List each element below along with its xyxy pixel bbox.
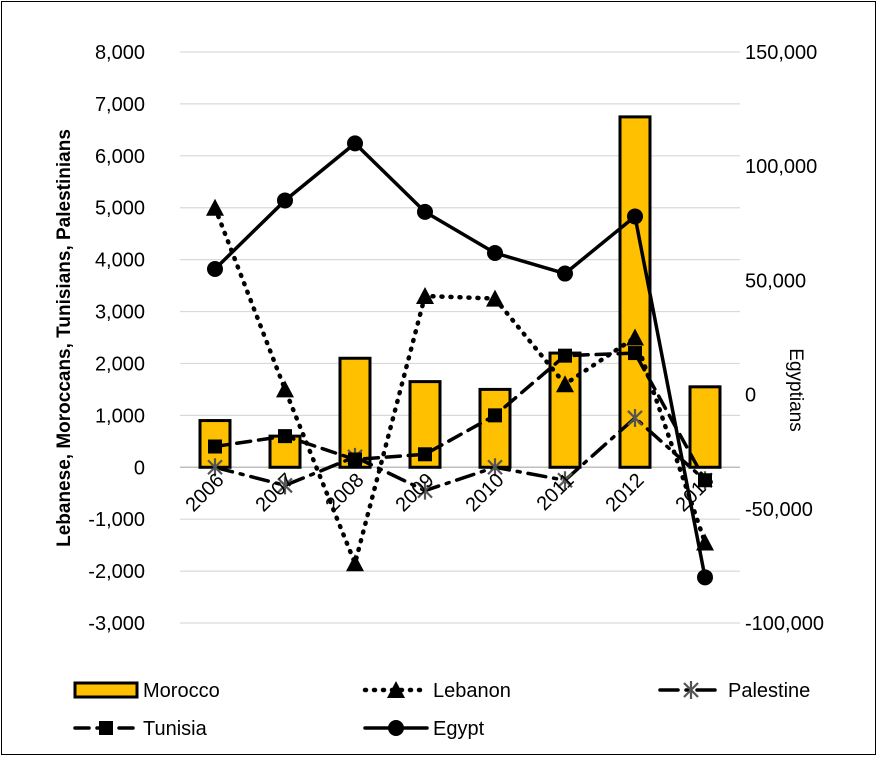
point-egypt bbox=[277, 192, 293, 209]
left-tick-label: -2,000 bbox=[88, 561, 145, 583]
point-palestine bbox=[487, 458, 503, 477]
point-tunisia bbox=[208, 439, 222, 454]
point-lebanon bbox=[276, 380, 294, 398]
point-palestine bbox=[277, 476, 293, 495]
left-tick-label: -3,000 bbox=[88, 613, 145, 635]
point-egypt bbox=[557, 265, 573, 282]
left-tick-label: 3,000 bbox=[95, 302, 145, 324]
legend-label-egypt: Egypt bbox=[433, 718, 485, 740]
point-tunisia bbox=[348, 452, 362, 467]
point-tunisia bbox=[278, 429, 292, 444]
bar-morocco bbox=[478, 387, 512, 469]
left-tick-label: 2,000 bbox=[95, 353, 145, 375]
left-tick-label: 1,000 bbox=[95, 405, 145, 427]
legend-marker-egypt bbox=[388, 720, 404, 736]
legend-label-tunisia: Tunisia bbox=[143, 718, 208, 740]
point-egypt bbox=[207, 260, 223, 277]
category-label: 2006 bbox=[182, 469, 229, 516]
point-egypt bbox=[347, 135, 363, 152]
point-lebanon bbox=[206, 198, 224, 216]
line-egypt bbox=[213, 141, 707, 580]
right-axis-title: Egyptians bbox=[785, 348, 806, 431]
point-tunisia bbox=[488, 408, 502, 423]
legend-swatch-morocco bbox=[73, 681, 139, 699]
point-lebanon bbox=[556, 375, 574, 393]
right-tick-label: -100,000 bbox=[745, 613, 824, 635]
point-egypt bbox=[627, 208, 643, 225]
point-lebanon bbox=[626, 328, 644, 346]
left-tick-label: 7,000 bbox=[95, 94, 145, 116]
category-label: 2012 bbox=[602, 469, 649, 516]
left-tick-label: 8,000 bbox=[95, 42, 145, 64]
category-label: 2008 bbox=[322, 469, 369, 516]
gridlines bbox=[180, 51, 740, 624]
legend-label-morocco: Morocco bbox=[143, 680, 220, 702]
point-tunisia bbox=[558, 348, 572, 363]
point-lebanon bbox=[346, 554, 364, 572]
left-tick-label: 4,000 bbox=[95, 250, 145, 272]
legend-marker-lebanon bbox=[387, 681, 405, 698]
point-palestine bbox=[627, 408, 643, 427]
tick-labels: -3,000 -2,000 -1,000 0 1,000 2,000 3,000 4,000 5… bbox=[88, 42, 824, 635]
right-tick-label: 150,000 bbox=[745, 42, 817, 64]
bar-morocco bbox=[688, 385, 722, 469]
legend-label-palestine: Palestine bbox=[728, 680, 810, 702]
left-tick-label: 5,000 bbox=[95, 198, 145, 220]
bar-morocco bbox=[548, 351, 582, 469]
legend-marker-tunisia bbox=[99, 721, 113, 735]
line-tunisia bbox=[213, 351, 707, 482]
left-axis-title: Lebanese, Moroccans, Tunisians, Palestin… bbox=[54, 129, 75, 547]
legend-marker-palestine bbox=[683, 681, 699, 699]
point-tunisia bbox=[418, 447, 432, 462]
right-tick-label: 50,000 bbox=[745, 270, 806, 292]
point-tunisia bbox=[698, 473, 712, 488]
point-lebanon bbox=[486, 289, 504, 307]
legend: Morocco Lebanon Palestine Tunisia Egypt bbox=[73, 680, 810, 740]
left-tick-label: 0 bbox=[134, 457, 145, 479]
point-palestine bbox=[417, 481, 433, 500]
point-palestine bbox=[207, 458, 223, 477]
point-egypt bbox=[697, 569, 713, 586]
series-lines bbox=[206, 135, 714, 586]
bar-morocco bbox=[618, 115, 652, 469]
point-egypt bbox=[417, 203, 433, 220]
left-tick-label: 6,000 bbox=[95, 146, 145, 168]
point-palestine bbox=[557, 471, 573, 490]
bar-morocco bbox=[338, 356, 372, 469]
line-lebanon bbox=[212, 205, 708, 571]
point-lebanon bbox=[416, 286, 434, 304]
right-tick-label: 0 bbox=[745, 385, 756, 407]
right-tick-label: 100,000 bbox=[745, 156, 817, 178]
left-tick-label: -1,000 bbox=[88, 509, 145, 531]
morocco-bars bbox=[198, 115, 722, 469]
right-tick-label: -50,000 bbox=[745, 499, 813, 521]
point-egypt bbox=[487, 244, 503, 261]
line-palestine bbox=[213, 415, 707, 493]
legend-label-lebanon: Lebanon bbox=[433, 680, 511, 702]
